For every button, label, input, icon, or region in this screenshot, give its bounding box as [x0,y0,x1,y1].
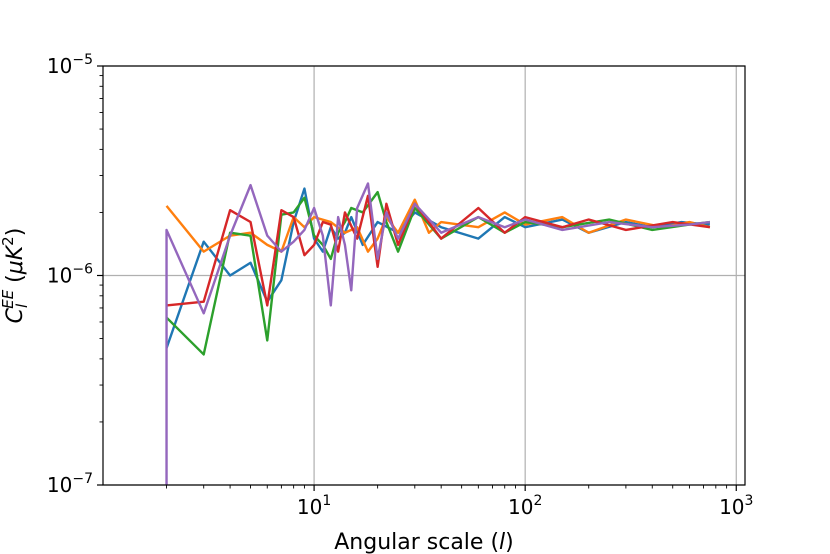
x-tick-label: 103 [719,493,753,519]
ticks: 101 102 103 10−7 10−6 10−5 [47,52,754,519]
y-tick-label: 10−7 [47,471,93,497]
series-line-2 [165,198,711,253]
y-axis-label: ClEE (μK2) [0,228,31,324]
grid [103,65,745,486]
series-line-4 [166,194,711,307]
x-tick-label: 102 [508,493,542,519]
x-tick-label: 101 [297,493,331,519]
series-layer [165,182,711,486]
series-line-1 [165,187,710,349]
y-tick-label: 10−6 [47,262,93,288]
series-line-3 [165,190,711,356]
y-tick-label: 10−5 [47,52,93,78]
series-line-5 [165,182,711,485]
x-axis-label: Angular scale (l) [334,530,514,554]
